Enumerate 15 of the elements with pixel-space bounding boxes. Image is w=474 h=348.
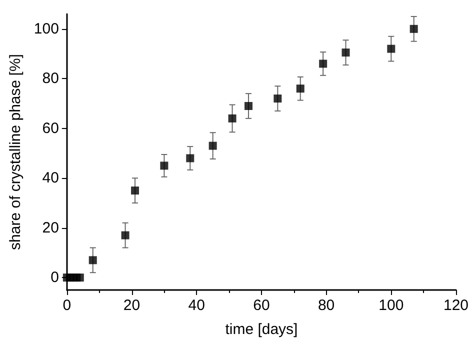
x-axis-title: time [days] [225,321,298,338]
x-tick-label: 0 [62,297,72,314]
x-tick-label: 60 [253,297,270,314]
y-axis-title: share of crystalline phase [%] [7,54,24,250]
y-tick-label: 40 [42,170,59,187]
y-tick-label: 20 [42,219,59,236]
y-tick-label: 100 [34,20,59,38]
y-tick-label: 0 [50,269,59,286]
y-tick-label: 80 [42,70,59,88]
x-tick-label: 40 [188,297,205,314]
x-tick-label: 80 [318,297,335,314]
x-tick-label: 100 [378,297,404,314]
y-tick-label: 60 [42,120,59,137]
x-tick-label: 20 [123,297,140,314]
x-tick-label: 120 [443,297,469,314]
